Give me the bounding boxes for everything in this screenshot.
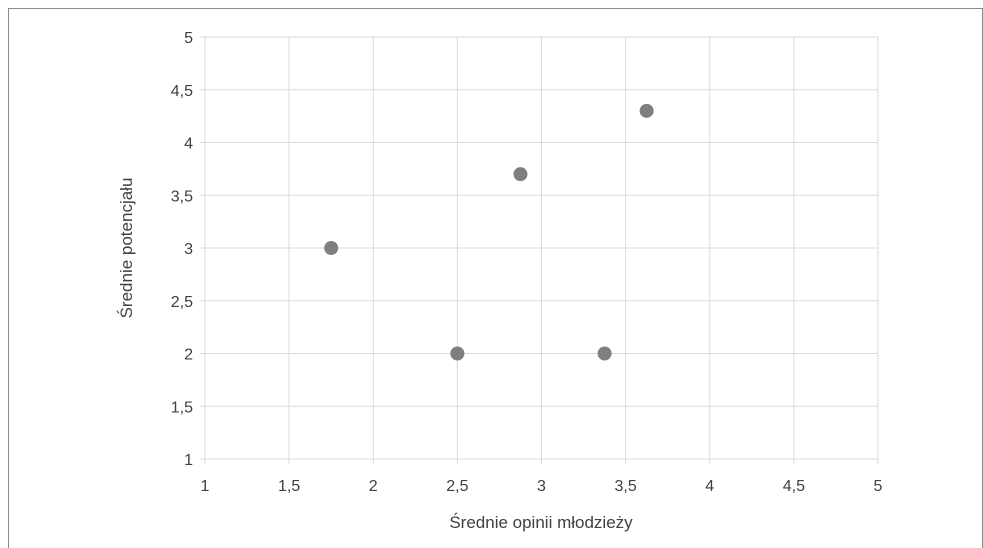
data-points	[324, 103, 654, 361]
x-tick-label: 4,5	[783, 478, 805, 495]
x-tick-label: 2,5	[446, 478, 468, 495]
y-tick-label: 1,5	[171, 399, 193, 416]
y-tick-label: 3,5	[171, 188, 193, 205]
y-tick-label: 4,5	[171, 83, 193, 100]
x-tick-label: 3,5	[615, 478, 637, 495]
x-tick-label: 1	[201, 478, 210, 495]
x-tick-label: 3	[537, 478, 546, 495]
x-axis-title: Średnie opinii młodzieży	[449, 513, 633, 532]
chart-frame	[8, 8, 983, 548]
x-tick-label: 2	[369, 478, 378, 495]
data-point	[597, 346, 612, 361]
x-tick-label: 1,5	[278, 478, 300, 495]
x-tick-label: 4	[705, 478, 714, 495]
data-point	[639, 103, 654, 118]
y-tick-label: 3	[184, 241, 193, 258]
y-tick-labels: 1 1,5 2 2,5 3 3,5 4 4,5 5	[171, 30, 193, 469]
data-point	[324, 241, 339, 255]
vertical-gridlines	[204, 37, 879, 464]
y-tick-label: 5	[184, 30, 193, 47]
data-point	[513, 167, 528, 182]
data-point	[450, 346, 465, 361]
x-tick-label: 5	[874, 478, 883, 495]
x-tick-labels: 1 1,5 2 2,5 3 3,5 4 4,5 5	[201, 478, 883, 495]
y-tick-label: 1	[184, 452, 193, 469]
y-axis-title: Średnie potencjału	[117, 178, 136, 319]
y-tick-label: 4	[184, 136, 193, 153]
y-tick-label: 2	[184, 347, 193, 364]
y-tick-label: 2,5	[171, 294, 193, 311]
horizontal-gridlines	[200, 36, 878, 460]
